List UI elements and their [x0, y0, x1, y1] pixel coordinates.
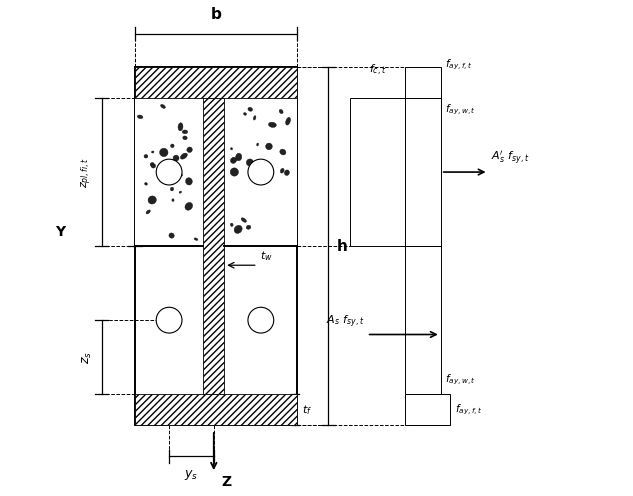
- Text: $z_{s}$: $z_{s}$: [81, 351, 94, 364]
- Ellipse shape: [183, 136, 187, 140]
- Text: $t_{f}$: $t_{f}$: [302, 403, 312, 417]
- Ellipse shape: [280, 168, 284, 173]
- Bar: [224, 98, 298, 246]
- Ellipse shape: [246, 225, 251, 229]
- Ellipse shape: [182, 130, 188, 134]
- Text: $t_{w}$: $t_{w}$: [260, 249, 273, 263]
- Ellipse shape: [284, 170, 289, 176]
- Ellipse shape: [151, 164, 156, 168]
- Bar: [405, 246, 441, 394]
- Bar: [135, 394, 298, 425]
- Ellipse shape: [235, 153, 242, 161]
- Text: $f_{ay,w,t}$: $f_{ay,w,t}$: [446, 372, 477, 387]
- Bar: [135, 67, 298, 425]
- Ellipse shape: [169, 233, 174, 238]
- Text: b: b: [211, 6, 222, 21]
- Ellipse shape: [263, 174, 270, 181]
- Ellipse shape: [280, 149, 286, 155]
- Ellipse shape: [146, 210, 150, 214]
- Ellipse shape: [279, 110, 283, 114]
- Ellipse shape: [160, 148, 168, 157]
- Text: $f_{ay,f,t}$: $f_{ay,f,t}$: [446, 58, 473, 72]
- Ellipse shape: [168, 166, 175, 173]
- Text: $f_{ay,f,t}$: $f_{ay,f,t}$: [455, 403, 482, 417]
- Ellipse shape: [176, 171, 182, 177]
- Bar: [405, 67, 441, 98]
- Bar: [405, 98, 441, 246]
- Ellipse shape: [246, 159, 253, 166]
- Ellipse shape: [230, 148, 232, 150]
- Ellipse shape: [253, 116, 256, 120]
- Ellipse shape: [266, 143, 272, 150]
- Ellipse shape: [230, 158, 236, 163]
- Text: $f_{ay,w,t}$: $f_{ay,w,t}$: [446, 103, 477, 117]
- Ellipse shape: [144, 183, 147, 185]
- Ellipse shape: [166, 180, 169, 183]
- Bar: [350, 98, 405, 246]
- Text: h: h: [337, 239, 348, 253]
- Text: $z_{pl,fi,t}$: $z_{pl,fi,t}$: [80, 156, 94, 187]
- Ellipse shape: [285, 118, 291, 125]
- Ellipse shape: [151, 199, 153, 202]
- Ellipse shape: [151, 151, 154, 153]
- Ellipse shape: [161, 105, 165, 108]
- Circle shape: [156, 159, 182, 185]
- Ellipse shape: [244, 113, 246, 115]
- Text: $A_{s}'$ $f_{sy,t}$: $A_{s}'$ $f_{sy,t}$: [491, 150, 529, 167]
- Circle shape: [156, 307, 182, 333]
- Text: Z: Z: [221, 476, 231, 490]
- Ellipse shape: [173, 155, 179, 161]
- Ellipse shape: [248, 107, 253, 111]
- Ellipse shape: [234, 225, 242, 234]
- Ellipse shape: [172, 199, 174, 201]
- Ellipse shape: [230, 168, 239, 176]
- Ellipse shape: [268, 122, 277, 127]
- Ellipse shape: [185, 202, 192, 210]
- Bar: [135, 67, 298, 98]
- Ellipse shape: [256, 143, 258, 146]
- Ellipse shape: [230, 223, 233, 226]
- Text: $y_{s}$: $y_{s}$: [184, 468, 199, 482]
- Bar: [405, 394, 450, 425]
- Ellipse shape: [185, 178, 192, 185]
- Circle shape: [248, 159, 273, 185]
- Ellipse shape: [241, 218, 246, 222]
- Text: $A_{s}$ $f_{sy,t}$: $A_{s}$ $f_{sy,t}$: [326, 313, 364, 330]
- Circle shape: [248, 307, 273, 333]
- Bar: [203, 98, 224, 394]
- Ellipse shape: [170, 187, 173, 191]
- Ellipse shape: [170, 144, 174, 148]
- Ellipse shape: [194, 238, 198, 241]
- Ellipse shape: [144, 155, 148, 158]
- Ellipse shape: [187, 147, 192, 152]
- Text: Y: Y: [56, 225, 66, 239]
- Ellipse shape: [137, 115, 143, 119]
- Ellipse shape: [150, 163, 154, 167]
- Ellipse shape: [180, 153, 187, 159]
- Bar: [135, 98, 203, 246]
- Ellipse shape: [178, 123, 183, 131]
- Ellipse shape: [179, 191, 182, 193]
- Ellipse shape: [232, 157, 237, 162]
- Ellipse shape: [148, 196, 156, 204]
- Text: $f_{c,t}$: $f_{c,t}$: [368, 63, 386, 78]
